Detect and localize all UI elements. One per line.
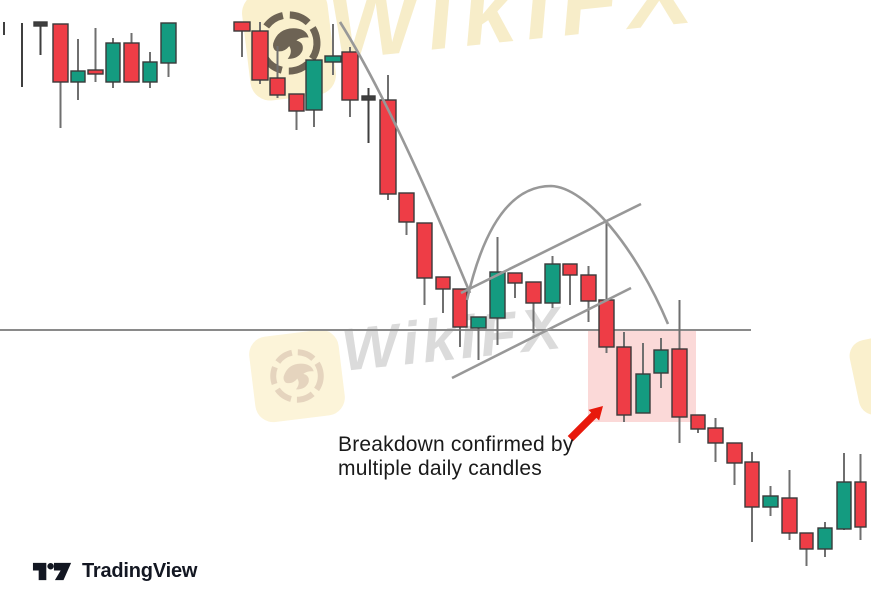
candle-body xyxy=(324,55,342,63)
candle-body xyxy=(817,527,833,550)
candle-body xyxy=(653,349,669,374)
candle-body xyxy=(105,42,121,83)
candle-body xyxy=(562,263,578,276)
candle-body xyxy=(707,427,724,444)
candle-body xyxy=(305,59,323,111)
candle-body xyxy=(416,222,433,279)
flag-upper-line xyxy=(460,202,642,295)
candle-body xyxy=(33,21,48,27)
candle-body xyxy=(507,272,523,284)
candle-body xyxy=(726,442,743,464)
candle-body xyxy=(799,532,814,550)
candle-body xyxy=(544,263,561,304)
tradingview-logo-icon xyxy=(32,562,72,581)
candle-body xyxy=(87,69,104,75)
candle-body xyxy=(251,30,269,81)
candle-body xyxy=(361,95,376,101)
candle-body xyxy=(269,77,286,96)
candle-body xyxy=(580,274,597,302)
tradingview-logo: TradingView xyxy=(32,558,197,585)
breakdown-annotation: Breakdown confirmed by multiple daily ca… xyxy=(338,433,574,481)
candle-body xyxy=(341,51,359,101)
candle-body xyxy=(762,495,779,508)
candle-body xyxy=(781,497,798,534)
candle-body xyxy=(489,271,506,319)
candle-body xyxy=(435,276,451,290)
candle-body xyxy=(671,348,688,418)
candle-body xyxy=(123,42,140,83)
candle-body xyxy=(635,373,651,414)
candle-body xyxy=(525,281,542,304)
candle-body xyxy=(854,481,867,528)
flag-lower-line xyxy=(451,286,632,380)
candle-body xyxy=(70,70,86,83)
candle-body xyxy=(288,93,305,112)
candle-body xyxy=(470,316,487,329)
candle-body xyxy=(452,288,468,328)
breakdown-arrow-shaft xyxy=(567,408,601,442)
candle-body xyxy=(836,481,852,530)
annotation-line-2: multiple daily candles xyxy=(338,457,543,480)
candle-body xyxy=(616,346,632,416)
candle-body xyxy=(598,299,615,348)
candle-body xyxy=(160,22,177,64)
breakdown-arrow-head xyxy=(588,406,603,421)
dome-curve xyxy=(465,184,670,325)
candle-body xyxy=(142,61,158,83)
candle-body xyxy=(233,21,251,32)
candle-body xyxy=(52,23,69,83)
annotation-line-1: Breakdown confirmed by xyxy=(338,433,574,456)
candle-body xyxy=(379,99,397,195)
downtrend-curve xyxy=(338,21,472,294)
tradingview-logo-text: TradingView xyxy=(82,560,198,582)
candle-body xyxy=(690,414,706,430)
candle-body xyxy=(398,192,415,223)
candle-body xyxy=(744,461,760,508)
